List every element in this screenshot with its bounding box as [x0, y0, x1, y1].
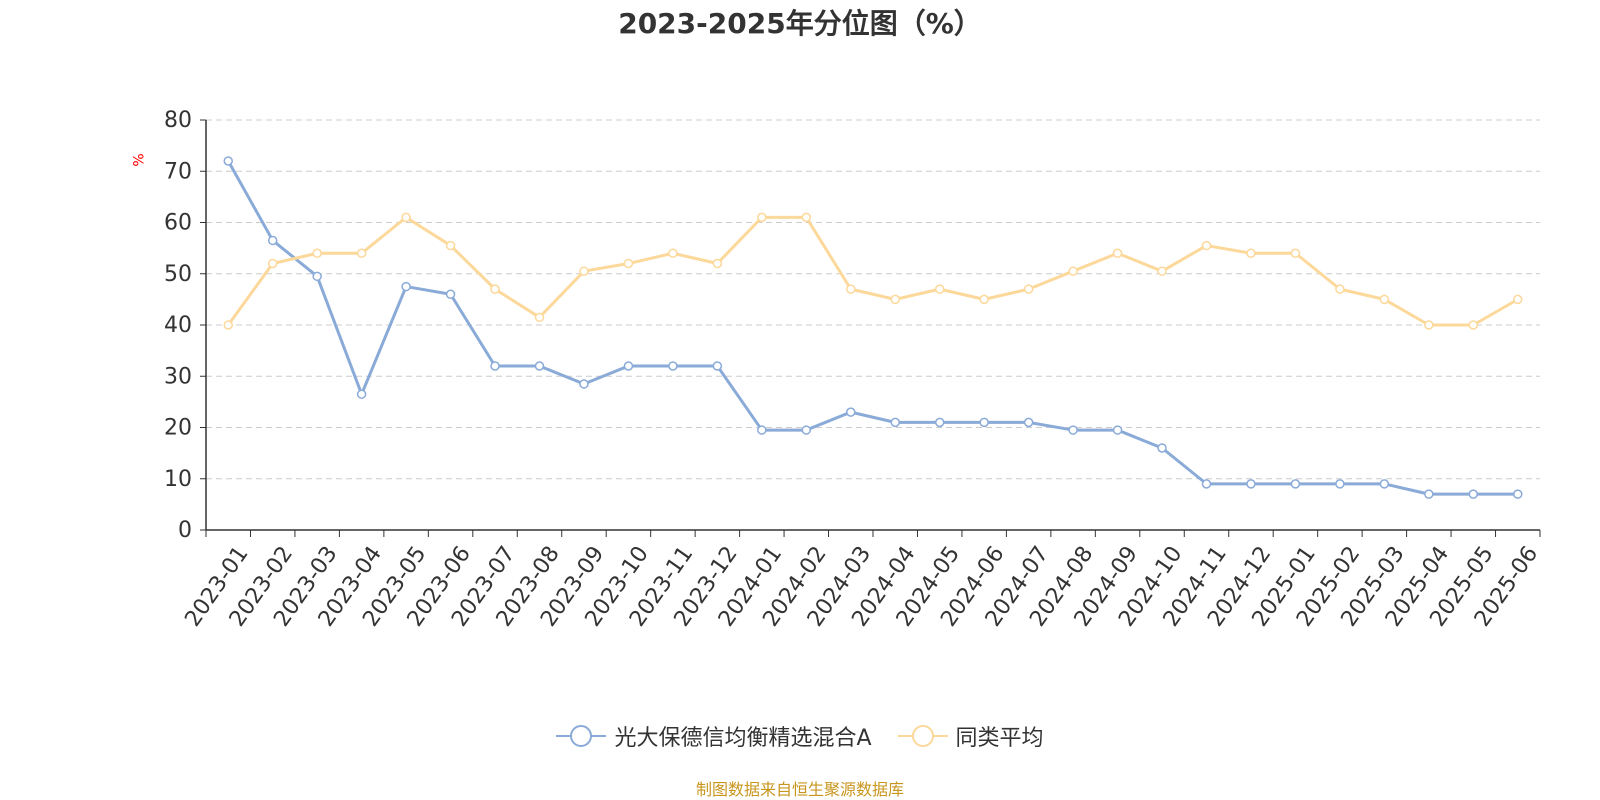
data-point: [1290, 248, 1301, 258]
data-point: [1468, 320, 1479, 330]
data-point: [579, 266, 589, 276]
data-point: [401, 212, 411, 223]
data-point: [1068, 266, 1078, 276]
y-tick-label: 30: [164, 364, 192, 389]
data-point: [623, 361, 634, 371]
data-point: [1023, 417, 1034, 428]
y-tick-label: 0: [178, 518, 192, 543]
legend-label-avg: 同类平均: [955, 726, 1044, 751]
data-point: [846, 284, 856, 294]
y-tick-label: 20: [164, 416, 192, 441]
data-point: [1201, 479, 1212, 489]
data-point: [1157, 266, 1167, 276]
data-point: [1157, 443, 1167, 453]
data-point: [1246, 248, 1256, 258]
data-point: [1201, 240, 1212, 251]
data-point: [846, 407, 856, 417]
data-point: [890, 294, 900, 305]
data-point: [579, 379, 589, 389]
data-point: [1513, 294, 1523, 305]
data-point: [534, 361, 545, 371]
data-point: [1379, 294, 1390, 305]
data-point: [445, 289, 456, 299]
y-tick-label: 80: [164, 108, 192, 133]
y-tick-label: 40: [164, 313, 192, 338]
data-point: [1112, 248, 1123, 258]
data-point: [979, 417, 989, 428]
data-point: [668, 361, 678, 371]
line-chart: 010203040506070802023-012023-022023-0320…: [164, 108, 1543, 631]
data-point: [1468, 489, 1479, 499]
data-point: [356, 248, 367, 258]
data-point: [1335, 479, 1345, 489]
data-point: [712, 361, 723, 371]
data-point: [1424, 489, 1434, 499]
data-point: [712, 258, 723, 269]
data-point: [490, 361, 500, 371]
data-point: [445, 240, 456, 251]
data-point: [312, 271, 322, 282]
legend-item-avg[interactable]: 同类平均: [897, 720, 1044, 752]
series-line-1: [227, 215, 1519, 327]
data-point: [1290, 479, 1301, 489]
data-point: [1424, 320, 1434, 330]
y-tick-label: 10: [164, 467, 192, 492]
data-point: [1379, 479, 1390, 489]
source-note: 制图数据来自恒生聚源数据库: [695, 780, 904, 799]
series-line-0: [226, 160, 1518, 496]
data-point: [1112, 425, 1123, 435]
y-tick-label: 70: [164, 159, 192, 184]
data-point: [356, 389, 367, 399]
legend-item-fund[interactable]: 光大保德信均衡精选混合A: [556, 720, 872, 752]
legend-label-fund: 光大保德信均衡精选混合A: [614, 726, 872, 751]
data-point: [979, 294, 989, 305]
data-point: [934, 417, 945, 428]
data-point: [1513, 489, 1523, 499]
data-point: [223, 320, 233, 330]
data-point: [757, 212, 767, 223]
data-point: [934, 284, 945, 294]
data-point: [668, 248, 678, 258]
legend-marker-fund: [556, 725, 607, 747]
data-point: [267, 235, 278, 246]
data-point: [623, 258, 634, 269]
legend: 光大保德信均衡精选混合A 同类平均: [0, 720, 1600, 752]
data-point: [757, 425, 767, 435]
data-point: [490, 284, 500, 294]
data-point: [1068, 425, 1078, 435]
data-point: [223, 156, 233, 166]
legend-marker-avg: [897, 725, 948, 747]
data-point: [1023, 284, 1034, 294]
data-point: [1246, 479, 1256, 489]
data-point: [890, 417, 900, 428]
data-point: [801, 425, 812, 435]
data-point: [267, 258, 278, 269]
y-tick-label: 50: [164, 262, 192, 287]
data-point: [1335, 284, 1345, 294]
y-tick-label: 60: [164, 211, 192, 236]
data-point: [534, 312, 545, 323]
data-point: [801, 212, 812, 223]
data-point: [401, 281, 411, 292]
data-point: [312, 248, 322, 258]
chart-title: 2023-2025年分位图（%）: [618, 7, 982, 40]
